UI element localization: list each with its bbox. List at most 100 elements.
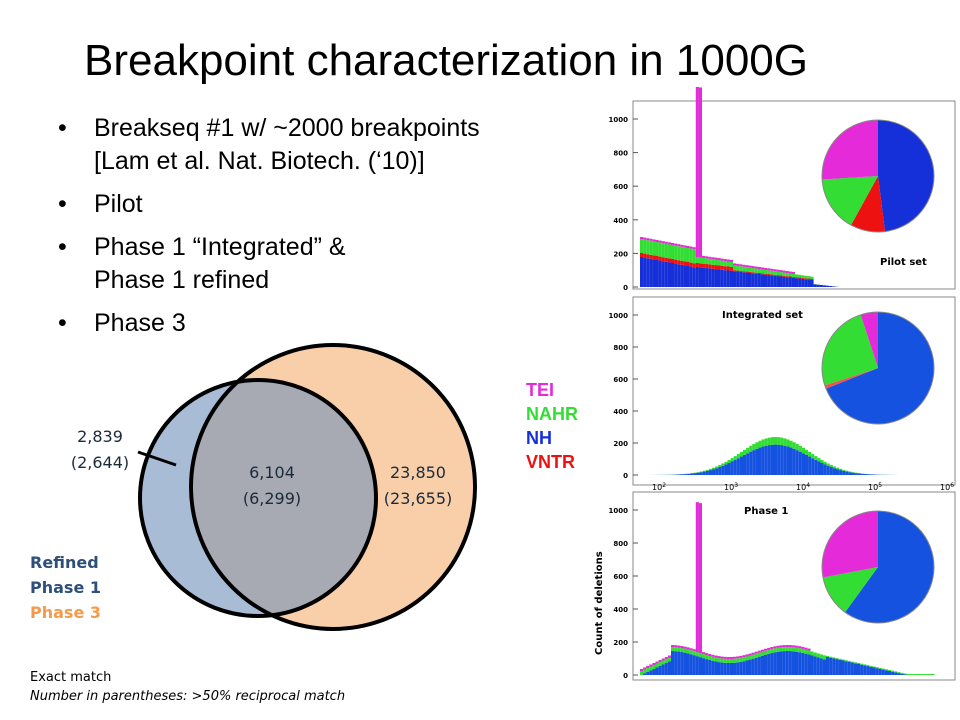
hist-bar-tei bbox=[717, 656, 721, 659]
hist-bar-nahr bbox=[646, 240, 650, 255]
hist-bar-vntr bbox=[671, 259, 675, 263]
hist-bar-tei bbox=[640, 669, 644, 671]
hist-bar-nh bbox=[742, 272, 746, 287]
hist-bar-vntr bbox=[779, 275, 783, 277]
hist-bar-nh bbox=[681, 474, 685, 475]
hist-bar-tei bbox=[677, 244, 681, 247]
hist-bar-nahr bbox=[715, 466, 719, 469]
venn-right-label: 23,850 (23,655) bbox=[368, 460, 468, 512]
hist-bar-tei bbox=[640, 237, 644, 239]
hist-bar-tei bbox=[760, 267, 764, 270]
hist-bar-nahr bbox=[788, 647, 792, 652]
hist-bar-nahr bbox=[875, 667, 879, 669]
hist-bar-nahr bbox=[729, 261, 733, 267]
hist-bar-tei bbox=[742, 655, 746, 658]
hist-bar-nh bbox=[835, 659, 839, 675]
hist-bar-nahr bbox=[798, 648, 802, 653]
hist-bar-nh bbox=[770, 275, 774, 287]
hist-bar-tei bbox=[733, 263, 737, 266]
hist-bar-tei bbox=[680, 646, 684, 649]
hist-bar-nahr bbox=[835, 658, 839, 660]
hist-bar-nahr bbox=[698, 653, 702, 658]
hist-bar-nh bbox=[745, 660, 749, 675]
hist-bar-nahr bbox=[764, 650, 768, 655]
hist-bar-nahr bbox=[801, 275, 805, 278]
hist-bar-nh bbox=[816, 284, 820, 287]
hist-bar-nahr bbox=[869, 665, 873, 667]
hist-bar-nahr bbox=[749, 445, 753, 452]
hist-bar-nh bbox=[715, 468, 719, 475]
hist-bar-tei bbox=[664, 241, 668, 244]
legend-vntr: VNTR bbox=[526, 452, 575, 472]
hist-bar-vntr bbox=[804, 278, 808, 280]
hist-bar-tei bbox=[795, 645, 799, 648]
hist-bar-nahr bbox=[742, 266, 746, 272]
hist-bar-nh bbox=[804, 653, 808, 675]
hist-bar-tei bbox=[788, 645, 792, 648]
hist-bar-nahr bbox=[692, 249, 696, 264]
hist-bar-nh bbox=[767, 653, 771, 675]
hist-bar-nahr bbox=[770, 649, 774, 654]
hist-bar-nahr bbox=[804, 275, 808, 279]
hist-bar-nahr bbox=[705, 655, 709, 660]
hist-bar-nh bbox=[754, 657, 758, 675]
hist-bar-nh bbox=[739, 661, 743, 675]
hist-bar-vntr bbox=[798, 277, 802, 279]
hist-bar-nh bbox=[695, 267, 699, 287]
hist-bar-tei bbox=[770, 268, 774, 271]
hist-bar-nh bbox=[752, 450, 756, 475]
hist-bar-tei bbox=[674, 645, 678, 648]
hist-bar-nahr bbox=[764, 269, 768, 274]
hist-bar-nahr bbox=[757, 652, 761, 657]
hist-bar-tei bbox=[658, 660, 662, 662]
hist-bar-tei bbox=[785, 271, 789, 274]
hist-bar-nahr bbox=[816, 653, 820, 658]
hist-bar-nh bbox=[705, 268, 709, 287]
hist-bar-nh bbox=[838, 659, 842, 675]
legend-refined: Refined bbox=[30, 553, 99, 572]
hist-bar-tei bbox=[726, 259, 730, 262]
hist-bar-nh bbox=[646, 258, 650, 287]
hist-bar-nahr bbox=[863, 664, 867, 666]
hist-bar-nahr bbox=[711, 259, 715, 265]
y-tick-label: 1000 bbox=[609, 116, 629, 124]
hist-bar-nahr bbox=[783, 438, 787, 446]
hist-bar-nahr bbox=[658, 242, 662, 257]
hist-bar-tei bbox=[736, 263, 740, 266]
hist-bar-tei bbox=[779, 270, 783, 273]
hist-bar-nh bbox=[649, 670, 653, 675]
hist-bar-nahr bbox=[779, 272, 783, 276]
hist-bar-nahr bbox=[845, 470, 849, 472]
hist-bar-nh bbox=[779, 651, 783, 675]
hist-bar-nahr bbox=[804, 649, 808, 654]
hist-bar-nh bbox=[764, 445, 768, 475]
y-tick-label: 200 bbox=[613, 639, 628, 647]
hist-bar-vntr bbox=[646, 254, 650, 259]
hist-bar-nh bbox=[795, 278, 799, 287]
hist-bar-tei bbox=[770, 647, 774, 650]
venn-left-reciprocal: (2,644) bbox=[70, 453, 130, 472]
hist-bar-vntr bbox=[748, 271, 752, 273]
hist-bar-tei bbox=[733, 656, 737, 659]
legend-tei: TEI bbox=[526, 380, 555, 400]
hist-bar-nh bbox=[848, 472, 852, 475]
hist-bar-nh bbox=[853, 663, 857, 675]
hist-bar-nh bbox=[891, 671, 895, 675]
hist-bar-nh bbox=[822, 285, 826, 287]
hist-bar-nh bbox=[726, 662, 730, 675]
hist-bar-nh bbox=[826, 285, 830, 287]
hist-bar-nahr bbox=[786, 439, 790, 447]
hist-bar-tei bbox=[729, 259, 733, 262]
hist-bar-nh bbox=[758, 447, 762, 475]
hist-bar-tei bbox=[664, 657, 668, 659]
hist-bar-nh bbox=[808, 456, 812, 475]
hist-bar-nh bbox=[851, 472, 855, 475]
hist-bar-nahr bbox=[795, 647, 799, 652]
bullet-item: • Breakseq #1 w/ ~2000 breakpoints [Lam … bbox=[58, 112, 598, 178]
hist-bar-tei bbox=[677, 645, 681, 648]
hist-bar-tei bbox=[674, 243, 678, 246]
hist-bar-nh bbox=[643, 673, 647, 675]
x-tick-label: 106 bbox=[940, 482, 954, 492]
hist-bar-nahr bbox=[699, 471, 703, 473]
